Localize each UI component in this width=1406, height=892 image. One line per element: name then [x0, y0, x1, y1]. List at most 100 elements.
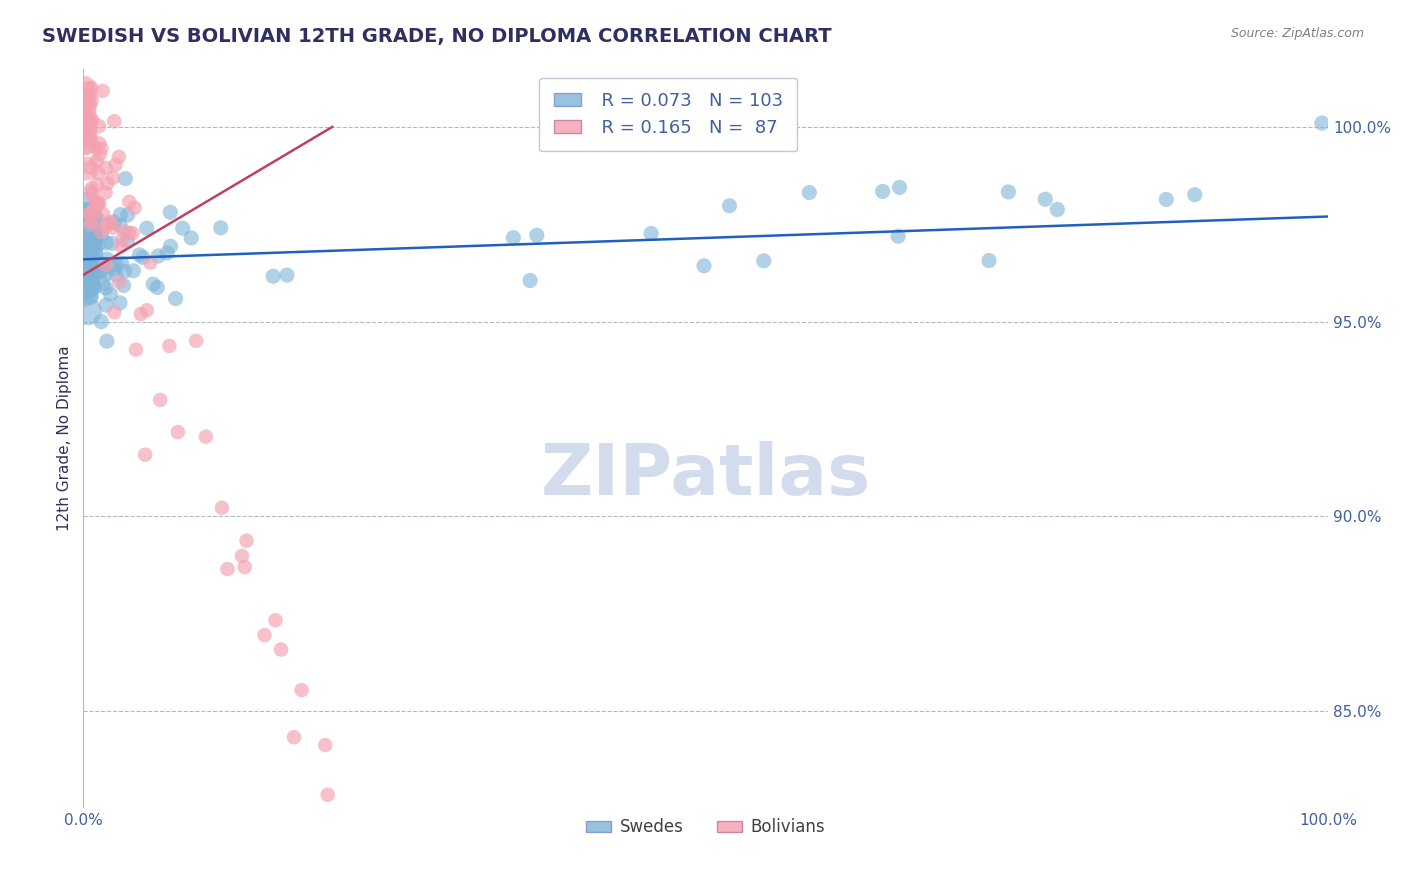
Point [97, 217, 120, 231]
Point [80, 228, 103, 243]
Point [100, 215, 122, 229]
Point [718, 199, 741, 213]
Point [128, 248, 150, 262]
Point [73, 259, 96, 273]
Point [87, 119, 110, 133]
Point [1154, 193, 1177, 207]
Point [184, 334, 207, 348]
Point [73, 136, 96, 150]
Point [235, 533, 257, 548]
Point [104, 258, 127, 272]
Point [91, 257, 114, 271]
Point [1310, 116, 1333, 130]
Point [76, 277, 98, 291]
Point [82, 276, 104, 290]
Point [90, 263, 112, 277]
Point [94, 219, 117, 234]
Point [129, 307, 152, 321]
Point [94, 258, 117, 272]
Point [167, 425, 190, 439]
Point [73, 244, 96, 259]
Point [159, 239, 181, 253]
Point [83, 202, 105, 217]
Point [90, 225, 112, 239]
Point [156, 246, 179, 260]
Point [73, 92, 96, 106]
Point [73, 242, 96, 256]
Point [103, 215, 125, 229]
Point [80, 187, 103, 202]
Point [75, 136, 97, 151]
Point [91, 207, 114, 221]
Point [270, 642, 292, 657]
Point [84, 202, 107, 216]
Point [80, 112, 103, 127]
Point [73, 105, 96, 120]
Point [142, 277, 165, 292]
Point [82, 263, 104, 277]
Point [799, 186, 821, 200]
Point [112, 278, 135, 293]
Point [84, 224, 107, 238]
Point [75, 199, 97, 213]
Point [82, 260, 104, 274]
Point [86, 154, 108, 169]
Point [79, 113, 101, 128]
Point [889, 180, 911, 194]
Point [108, 219, 131, 233]
Point [233, 560, 256, 574]
Point [96, 334, 118, 348]
Point [80, 264, 103, 278]
Point [98, 287, 121, 301]
Point [76, 93, 98, 107]
Point [526, 228, 548, 243]
Point [89, 147, 111, 161]
Point [73, 81, 96, 95]
Point [77, 261, 100, 276]
Point [291, 683, 314, 698]
Point [114, 171, 136, 186]
Point [149, 392, 172, 407]
Point [73, 114, 96, 128]
Point [135, 303, 157, 318]
Point [640, 227, 662, 241]
Point [80, 233, 103, 247]
Point [1046, 202, 1069, 217]
Point [211, 500, 233, 515]
Point [73, 129, 96, 144]
Point [148, 249, 170, 263]
Point [96, 235, 118, 250]
Point [96, 252, 118, 266]
Point [887, 229, 910, 244]
Point [75, 122, 97, 136]
Point [80, 261, 103, 276]
Point [91, 84, 114, 98]
Point [217, 562, 239, 576]
Point [104, 158, 127, 172]
Point [82, 214, 104, 228]
Point [110, 239, 132, 253]
Point [276, 268, 298, 282]
Point [91, 277, 114, 291]
Point [231, 549, 253, 563]
Point [84, 195, 107, 210]
Point [125, 343, 148, 357]
Point [77, 246, 100, 260]
Point [73, 98, 96, 112]
Point [117, 208, 139, 222]
Point [84, 232, 107, 246]
Point [283, 730, 305, 744]
Point [73, 209, 96, 223]
Point [75, 263, 97, 277]
Point [76, 161, 98, 176]
Point [82, 272, 104, 286]
Point [103, 220, 125, 235]
Point [1184, 187, 1206, 202]
Point [111, 233, 134, 247]
Point [872, 185, 894, 199]
Point [103, 305, 125, 319]
Point [75, 215, 97, 229]
Point [519, 273, 541, 287]
Point [115, 234, 138, 248]
Point [80, 181, 103, 195]
